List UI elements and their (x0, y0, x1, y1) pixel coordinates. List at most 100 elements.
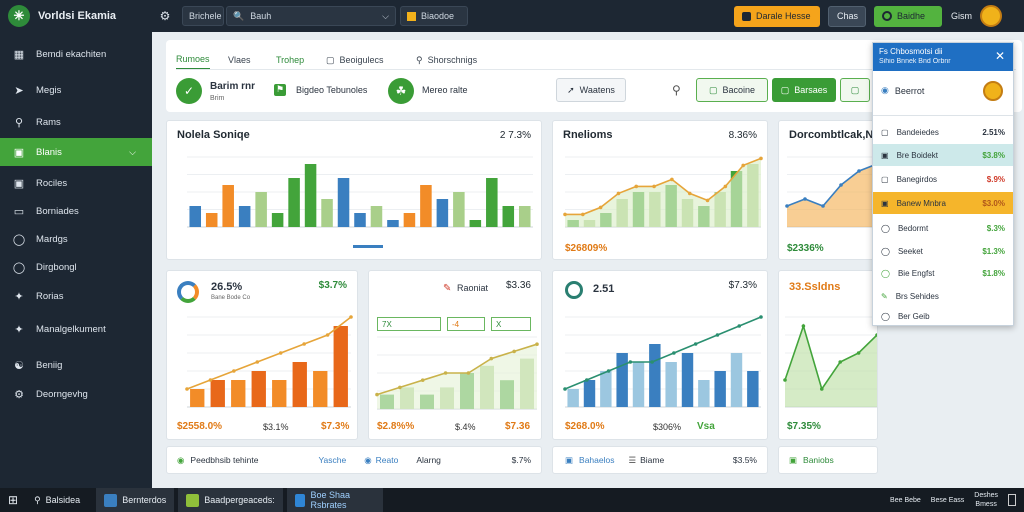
filled-green-button[interactable]: ▢ Barsaes (772, 78, 836, 102)
chat-button[interactable]: Chas (828, 5, 866, 27)
bottom-card-2[interactable]: ▣ Bahaelos ☰ Biame $3.5% (552, 446, 768, 474)
app-icon (294, 493, 306, 507)
bar (698, 380, 710, 407)
users-icon: ☯ (14, 359, 24, 372)
bar (189, 206, 202, 227)
panel-row[interactable]: ▣ Bre Boidekt $3.8% (873, 144, 1013, 166)
toolbar-button-1[interactable]: Biaodoe (400, 6, 468, 26)
sidebar-item-5[interactable]: ▭ Borniades (0, 197, 152, 225)
sidebar-item-8[interactable]: ✦ Rorias (0, 282, 152, 310)
panel-row[interactable]: ◯ Seeket $1.3% (873, 240, 1013, 262)
data-point (255, 360, 260, 364)
panel-row-value: $3.8% (982, 150, 1005, 160)
series-line (784, 323, 877, 391)
tools-icon: ✦ (14, 290, 24, 303)
title-bar: ✳ Vorldsi Ekamia ⚙ Brichele 🔍 Bauh ⌵ Bia… (0, 0, 1024, 32)
card-foot-left: $2.8%% (377, 421, 415, 432)
data-point (563, 212, 567, 217)
close-icon[interactable]: ✕ (994, 49, 1005, 63)
start-button[interactable]: ⊞ (0, 488, 26, 512)
box-icon: ▣ (881, 198, 889, 208)
panel-row[interactable]: ◯ Bie Engfst $1.8% (873, 262, 1013, 284)
sidebar-item-1[interactable]: ➤ Megis (0, 76, 152, 104)
tab-label: Vlaes (228, 55, 251, 65)
edit-icon[interactable]: ✎ (443, 283, 452, 294)
area-fill (377, 344, 537, 409)
bottom-card-3[interactable]: ▣ Baniobs (778, 446, 878, 474)
sidebar-item-0[interactable]: ▦ Bemdi ekachiten (0, 40, 152, 68)
tab-3[interactable]: ▢ Beoigulecs (326, 50, 384, 70)
chart-icon: ▣ (13, 146, 25, 159)
tab-4[interactable]: ⚲ Shorschnigs (416, 50, 477, 70)
panel-row-label: Bedormt (897, 223, 929, 233)
folder-icon: ▭ (13, 205, 25, 218)
data-point (783, 378, 787, 382)
sidebar-item-6[interactable]: ◯ Mardgs (0, 225, 152, 253)
card-value: 8.36% (728, 130, 757, 141)
sidebar-item-label: Blanis (36, 146, 62, 158)
settings-icon: ✦ (14, 323, 24, 336)
green-action-button[interactable]: Baidhe (874, 5, 942, 27)
compass-icon: ➤ (14, 84, 24, 97)
panel-row-label: Bandeiedes (896, 127, 939, 137)
panel-row[interactable]: ◯ Bedormt $.3% (873, 217, 1013, 239)
filter-chip-3[interactable]: X (491, 317, 531, 331)
tray-item[interactable]: Bese Eass (930, 496, 965, 504)
panel-row[interactable]: ✎ Brs Sehides (873, 285, 1013, 307)
puzzle-icon[interactable]: ⚙ (159, 9, 171, 23)
search-icon[interactable]: ⚲ (672, 83, 681, 97)
tab-1[interactable]: Vlaes (228, 50, 251, 70)
notification-icon[interactable] (1008, 494, 1016, 506)
bar (255, 192, 267, 227)
filter-dropdown[interactable]: Brichele (182, 6, 224, 26)
avatar[interactable] (980, 5, 1002, 27)
tab-2[interactable]: Trohep (276, 50, 304, 70)
tool-button[interactable]: ➚ Waatens (556, 78, 626, 102)
orange-action-button[interactable]: Darale Hesse (734, 5, 820, 27)
sidebar-item-11[interactable]: ⚙ Deorngevhg (0, 380, 152, 408)
filter-chip-1[interactable]: 7X (377, 317, 441, 331)
taskbar-search[interactable]: ⚲ Balsidea (26, 488, 88, 512)
scroll-indicator[interactable] (353, 245, 383, 248)
card-title: Dorcombtlcak,Nt3% (789, 129, 877, 141)
extra-button[interactable]: ▢ (840, 78, 870, 102)
taskbar-app-3[interactable]: Boe Shaa Rsbrates (286, 488, 383, 512)
wand-icon: ➚ (567, 84, 575, 95)
sidebar-item-label: Beniig (36, 359, 63, 371)
panel-row[interactable]: ▢ Bandeiedes 2.51% (873, 121, 1013, 143)
sidebar-item-7[interactable]: ◯ Dirgbongl (0, 253, 152, 281)
leaf-icon: ☘ (388, 78, 414, 104)
tab-0[interactable]: Rumoes (176, 50, 210, 70)
card-foot-value: $26809% (565, 243, 608, 254)
panel-row[interactable]: ▣ Banew Mnbra $3.0% (873, 192, 1013, 214)
bottom-card-1[interactable]: ◉ Peedbhsib tehinte Yasche ◉ Reato Alarn… (166, 446, 542, 474)
bar (518, 206, 531, 227)
data-point (325, 333, 330, 337)
outline-green-button[interactable]: ▢ Bacoine (696, 78, 768, 102)
data-point (185, 387, 189, 391)
data-point (634, 184, 639, 189)
taskbar-app-2[interactable]: Baadpergeaceds: (178, 488, 283, 512)
taskbar-app-1[interactable]: Bernterdos (96, 488, 175, 512)
sidebar-item-2[interactable]: ⚲ Rams (0, 108, 152, 136)
panel-row[interactable]: ▢ Banegirdos $.9% (873, 168, 1013, 190)
bar (354, 213, 366, 227)
sidebar-item-3[interactable]: ▣ Blanis ⌵ (0, 138, 152, 166)
doc-icon (407, 11, 416, 21)
data-point (839, 183, 843, 187)
panel-row[interactable]: ◯ Ber Geib (873, 305, 1013, 327)
bar (288, 178, 300, 227)
bar (453, 192, 465, 227)
search-input[interactable]: 🔍 Bauh ⌵ (226, 6, 396, 26)
sidebar-item-10[interactable]: ☯ Beniig (0, 351, 152, 379)
tray-item[interactable]: Bee Bebe (890, 496, 921, 504)
ring-icon (565, 281, 583, 299)
sidebar-item-label: Mardgs (36, 233, 68, 245)
filter-chip-2[interactable]: -4 (447, 317, 485, 331)
tag-icon (742, 11, 751, 21)
filter-label: Brichele (189, 11, 222, 21)
bar (403, 213, 416, 227)
sidebar-item-4[interactable]: ▣ Rociles (0, 169, 152, 197)
green-action-label: Baidhe (897, 11, 926, 21)
sidebar-item-9[interactable]: ✦ Manalgelkument (0, 315, 152, 343)
